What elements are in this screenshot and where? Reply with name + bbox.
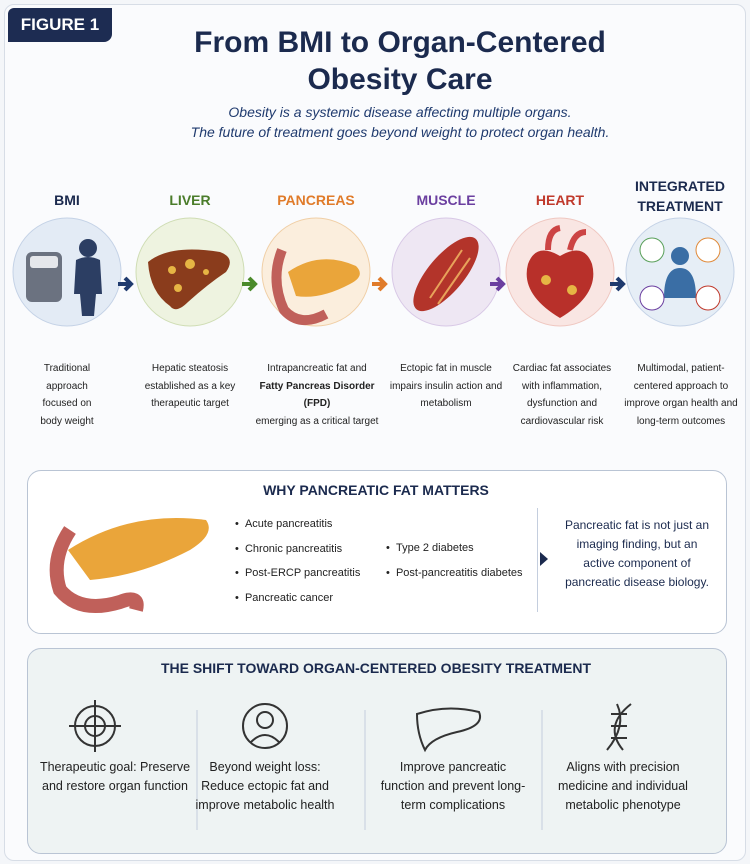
arrow	[610, 276, 626, 292]
list-item: Post-ERCP pancreatitis	[235, 561, 360, 586]
shift-box	[27, 648, 727, 854]
stage-description: Cardiac fat associates with inflammation…	[512, 363, 612, 427]
subtitle: The future of treatment goes beyond weig…	[190, 124, 610, 140]
stage-label: INTEGRATED TREATMENT	[635, 178, 725, 214]
stage-label: PANCREAS	[277, 192, 355, 208]
stage-description: Intrapancreatic fat and	[267, 363, 367, 374]
why-list: Type 2 diabetes Post-pancreatitis diabet…	[386, 536, 523, 585]
stage-description: Ectopic fat in muscle impairs insulin ac…	[389, 363, 503, 409]
shift-item: Improve pancreatic function and prevent …	[380, 760, 526, 812]
stage-description-group: Intrapancreatic fat and Fatty Pancreas D…	[252, 360, 382, 430]
arrow	[118, 276, 134, 292]
why-note: Pancreatic fat is not just an imaging fi…	[564, 518, 710, 589]
integrated-illustration	[625, 217, 735, 327]
divider	[537, 508, 538, 612]
stage-illustrations	[12, 217, 735, 327]
heart-illustration	[505, 217, 615, 327]
pancreas-image	[49, 518, 209, 613]
list-item: Chronic pancreatitis	[235, 537, 360, 562]
why-list: Acute pancreatitis Chronic pancreatitis …	[235, 512, 360, 610]
arrow	[372, 276, 388, 292]
pancreas-illustration	[261, 217, 371, 327]
shift-item: Beyond weight loss: Reduce ectopic fat a…	[195, 760, 335, 812]
stage-description: Hepatic steatosis established as a key t…	[144, 363, 236, 409]
stage-description-emphasis: Fatty Pancreas Disorder (FPD)	[259, 380, 375, 410]
stage-description: Multimodal, patient-centered approach to…	[624, 363, 738, 427]
shift-icons	[69, 700, 632, 830]
bmi-illustration	[12, 217, 122, 327]
why-title: WHY PANCREATIC FAT MATTERS	[263, 482, 489, 498]
shift-title: THE SHIFT TOWARD ORGAN-CENTERED OBESITY …	[160, 660, 592, 676]
shift-item: Aligns with precision medicine and indiv…	[558, 760, 688, 812]
arrow	[490, 276, 506, 292]
stage-description: Traditional approach focused on body wei…	[40, 363, 94, 427]
pointer	[540, 552, 548, 566]
muscle-illustration	[391, 217, 501, 327]
list-item: Post-pancreatitis diabetes	[386, 561, 523, 586]
list-item: Pancreatic cancer	[235, 586, 360, 611]
arrow	[242, 276, 258, 292]
badge: FIGURE 1	[8, 8, 112, 42]
stage-label: BMI	[54, 192, 80, 208]
list-item: Type 2 diabetes	[386, 536, 523, 561]
stage-label: HEART	[535, 192, 585, 208]
subtitle: Obesity is a systemic disease affecting …	[228, 104, 572, 120]
stage-label: LIVER	[169, 192, 211, 208]
shift-item: Therapeutic goal: Preserve and restore o…	[39, 760, 191, 793]
stage-description: emerging as a critical target	[255, 415, 379, 427]
stage-label: MUSCLE	[416, 192, 476, 208]
title: From BMI to Organ-Centered Obesity Care	[194, 26, 606, 96]
list-item: Acute pancreatitis	[235, 512, 360, 537]
liver-illustration	[135, 217, 245, 327]
